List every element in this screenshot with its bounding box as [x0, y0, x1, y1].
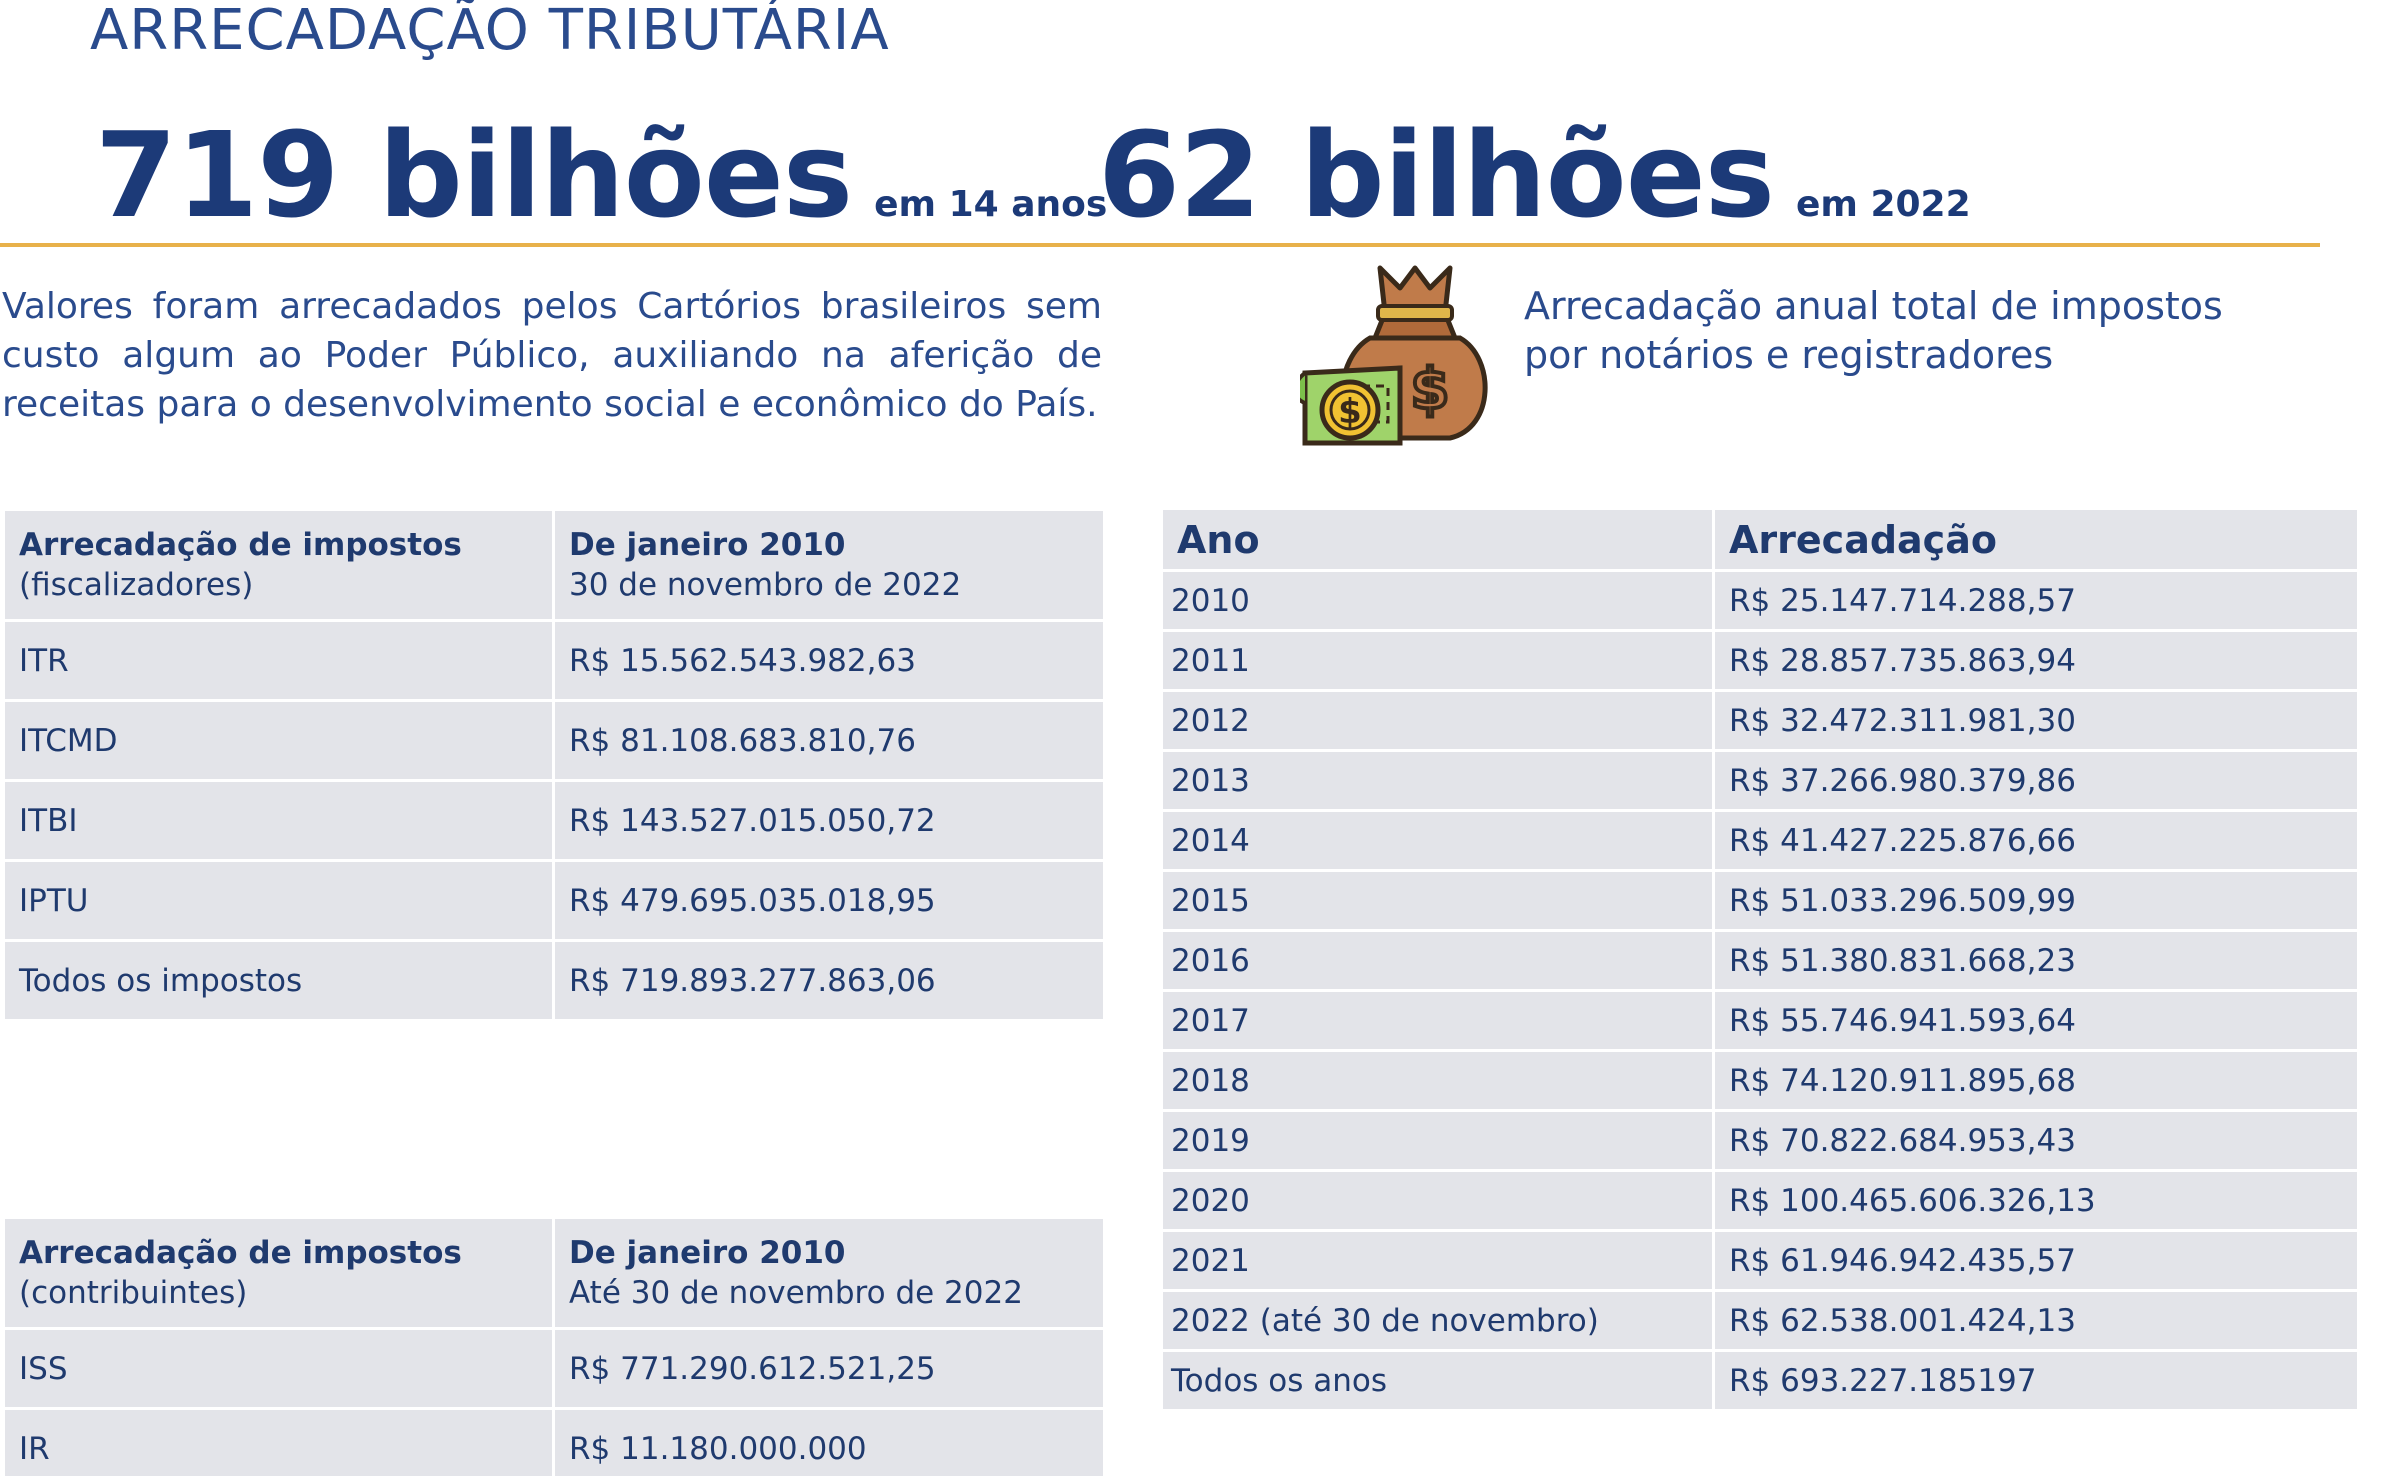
- amount-cell: R$ 32.472.311.981,30: [1712, 689, 2360, 752]
- tax-value: R$ 81.108.683.810,76: [552, 699, 1106, 782]
- header-cell: De janeiro 2010 Até 30 de novembro de 20…: [552, 1216, 1106, 1330]
- amount-cell: R$ 37.266.980.379,86: [1712, 749, 2360, 812]
- amount-cell: R$ 28.857.735.863,94: [1712, 629, 2360, 692]
- year-cell: 2019: [1160, 1109, 1715, 1172]
- tax-label: ITR: [2, 619, 555, 702]
- year-cell: 2018: [1160, 1049, 1715, 1112]
- table-row: ISS R$ 771.290.612.521,25: [2, 1327, 1106, 1410]
- table-row: 2017 R$ 55.746.941.593,64: [1160, 989, 2360, 1052]
- table-row: 2020 R$ 100.465.606.326,13: [1160, 1169, 2360, 1232]
- year-cell: Todos os anos: [1160, 1349, 1715, 1412]
- header-cell: Arrecadação de impostos (contribuintes): [2, 1216, 555, 1330]
- table-anual: Ano Arrecadação 2010 R$ 25.147.714.288,57…: [1160, 507, 2360, 1412]
- table-row: ITR R$ 15.562.543.982,63: [2, 619, 1106, 702]
- tax-value: R$ 11.180.000.000: [552, 1407, 1106, 1476]
- annual-caption: Arrecadação anual total de impostos por …: [1524, 284, 2223, 377]
- table-row: IPTU R$ 479.695.035.018,95: [2, 859, 1106, 942]
- table-row: 2021 R$ 61.946.942.435,57: [1160, 1229, 2360, 1292]
- tax-label: IPTU: [2, 859, 555, 942]
- year-cell: 2010: [1160, 569, 1715, 632]
- tax-label: ISS: [2, 1327, 555, 1410]
- table-contribuintes: Arrecadação de impostos (contribuintes) …: [2, 1216, 1106, 1476]
- header-year: Ano: [1160, 507, 1715, 572]
- svg-text:$: $: [1411, 357, 1450, 422]
- table-row: 2019 R$ 70.822.684.953,43: [1160, 1109, 2360, 1172]
- tax-value: R$ 15.562.543.982,63: [552, 619, 1106, 702]
- table-header-row: Arrecadação de impostos (fiscalizadores)…: [2, 508, 1106, 622]
- tax-label: Todos os impostos: [2, 939, 555, 1022]
- amount-cell: R$ 51.380.831.668,23: [1712, 929, 2360, 992]
- table-row: 2010 R$ 25.147.714.288,57: [1160, 569, 2360, 632]
- tax-value: R$ 771.290.612.521,25: [552, 1327, 1106, 1410]
- tax-value: R$ 143.527.015.050,72: [552, 779, 1106, 862]
- table-row: 2013 R$ 37.266.980.379,86: [1160, 749, 2360, 812]
- table-header-row: Arrecadação de impostos (contribuintes) …: [2, 1216, 1106, 1330]
- stat-year-period: em 2022: [1796, 184, 1971, 225]
- header-subtitle: (contribuintes): [19, 1275, 248, 1311]
- table-row: 2012 R$ 32.472.311.981,30: [1160, 689, 2360, 752]
- header-title: Arrecadação de impostos: [19, 527, 462, 563]
- tax-value: R$ 479.695.035.018,95: [552, 859, 1106, 942]
- tax-label: ITCMD: [2, 699, 555, 782]
- table-row: 2016 R$ 51.380.831.668,23: [1160, 929, 2360, 992]
- header-title: De janeiro 2010: [569, 1235, 846, 1271]
- amount-cell: R$ 62.538.001.424,13: [1712, 1289, 2360, 1352]
- table-row: ITBI R$ 143.527.015.050,72: [2, 779, 1106, 862]
- year-cell: 2016: [1160, 929, 1715, 992]
- table-row: 2018 R$ 74.120.911.895,68: [1160, 1049, 2360, 1112]
- header-cell: De janeiro 2010 30 de novembro de 2022: [552, 508, 1106, 622]
- table-row: 2011 R$ 28.857.735.863,94: [1160, 629, 2360, 692]
- divider: [0, 243, 2320, 247]
- amount-cell: R$ 55.746.941.593,64: [1712, 989, 2360, 1052]
- stat-year-value: 62 bilhões: [1098, 106, 1775, 244]
- amount-cell: R$ 61.946.942.435,57: [1712, 1229, 2360, 1292]
- year-cell: 2014: [1160, 809, 1715, 872]
- amount-cell: R$ 41.427.225.876,66: [1712, 809, 2360, 872]
- year-cell: 2022 (até 30 de novembro): [1160, 1289, 1715, 1352]
- table-fiscalizadores: Arrecadação de impostos (fiscalizadores)…: [2, 508, 1106, 1022]
- header-subtitle: 30 de novembro de 2022: [569, 567, 962, 603]
- year-cell: 2021: [1160, 1229, 1715, 1292]
- table-row: 2014 R$ 41.427.225.876,66: [1160, 809, 2360, 872]
- intro-text: Valores foram arrecadados pelos Cartório…: [2, 286, 1102, 425]
- header-amount: Arrecadação: [1712, 507, 2360, 572]
- year-cell: 2011: [1160, 629, 1715, 692]
- tax-label: ITBI: [2, 779, 555, 862]
- header-title: De janeiro 2010: [569, 527, 846, 563]
- tax-value: R$ 719.893.277.863,06: [552, 939, 1106, 1022]
- table-row: IR R$ 11.180.000.000: [2, 1407, 1106, 1476]
- header-cell: Arrecadação de impostos (fiscalizadores): [2, 508, 555, 622]
- header-subtitle: (fiscalizadores): [19, 567, 254, 603]
- table-row: Todos os anos R$ 693.227.185197: [1160, 1349, 2360, 1412]
- stat-total-value: 719 bilhões: [95, 106, 853, 244]
- table-row: ITCMD R$ 81.108.683.810,76: [2, 699, 1106, 782]
- year-cell: 2020: [1160, 1169, 1715, 1232]
- year-cell: 2013: [1160, 749, 1715, 812]
- amount-cell: R$ 51.033.296.509,99: [1712, 869, 2360, 932]
- amount-cell: R$ 693.227.185197: [1712, 1349, 2360, 1412]
- table-header-row: Ano Arrecadação: [1160, 507, 2360, 572]
- page-title: ARRECADAÇÃO TRIBUTÁRIA: [90, 0, 890, 63]
- stat-year: 62 bilhões em 2022: [1098, 110, 1971, 240]
- stat-total-period: em 14 anos: [874, 184, 1108, 225]
- table-row: Todos os impostos R$ 719.893.277.863,06: [2, 939, 1106, 1022]
- money-bag-icon: $ $: [1300, 265, 1488, 446]
- year-cell: 2015: [1160, 869, 1715, 932]
- table-row: 2022 (até 30 de novembro) R$ 62.538.001.4…: [1160, 1289, 2360, 1352]
- year-cell: 2017: [1160, 989, 1715, 1052]
- header-subtitle: Até 30 de novembro de 2022: [569, 1275, 1023, 1311]
- amount-cell: R$ 74.120.911.895,68: [1712, 1049, 2360, 1112]
- year-cell: 2012: [1160, 689, 1715, 752]
- amount-cell: R$ 25.147.714.288,57: [1712, 569, 2360, 632]
- amount-cell: R$ 70.822.684.953,43: [1712, 1109, 2360, 1172]
- amount-cell: R$ 100.465.606.326,13: [1712, 1169, 2360, 1232]
- svg-text:$: $: [1338, 392, 1362, 432]
- header-title: Arrecadação de impostos: [19, 1235, 462, 1271]
- tax-label: IR: [2, 1407, 555, 1476]
- stat-total: 719 bilhões em 14 anos: [95, 110, 1107, 240]
- table-row: 2015 R$ 51.033.296.509,99: [1160, 869, 2360, 932]
